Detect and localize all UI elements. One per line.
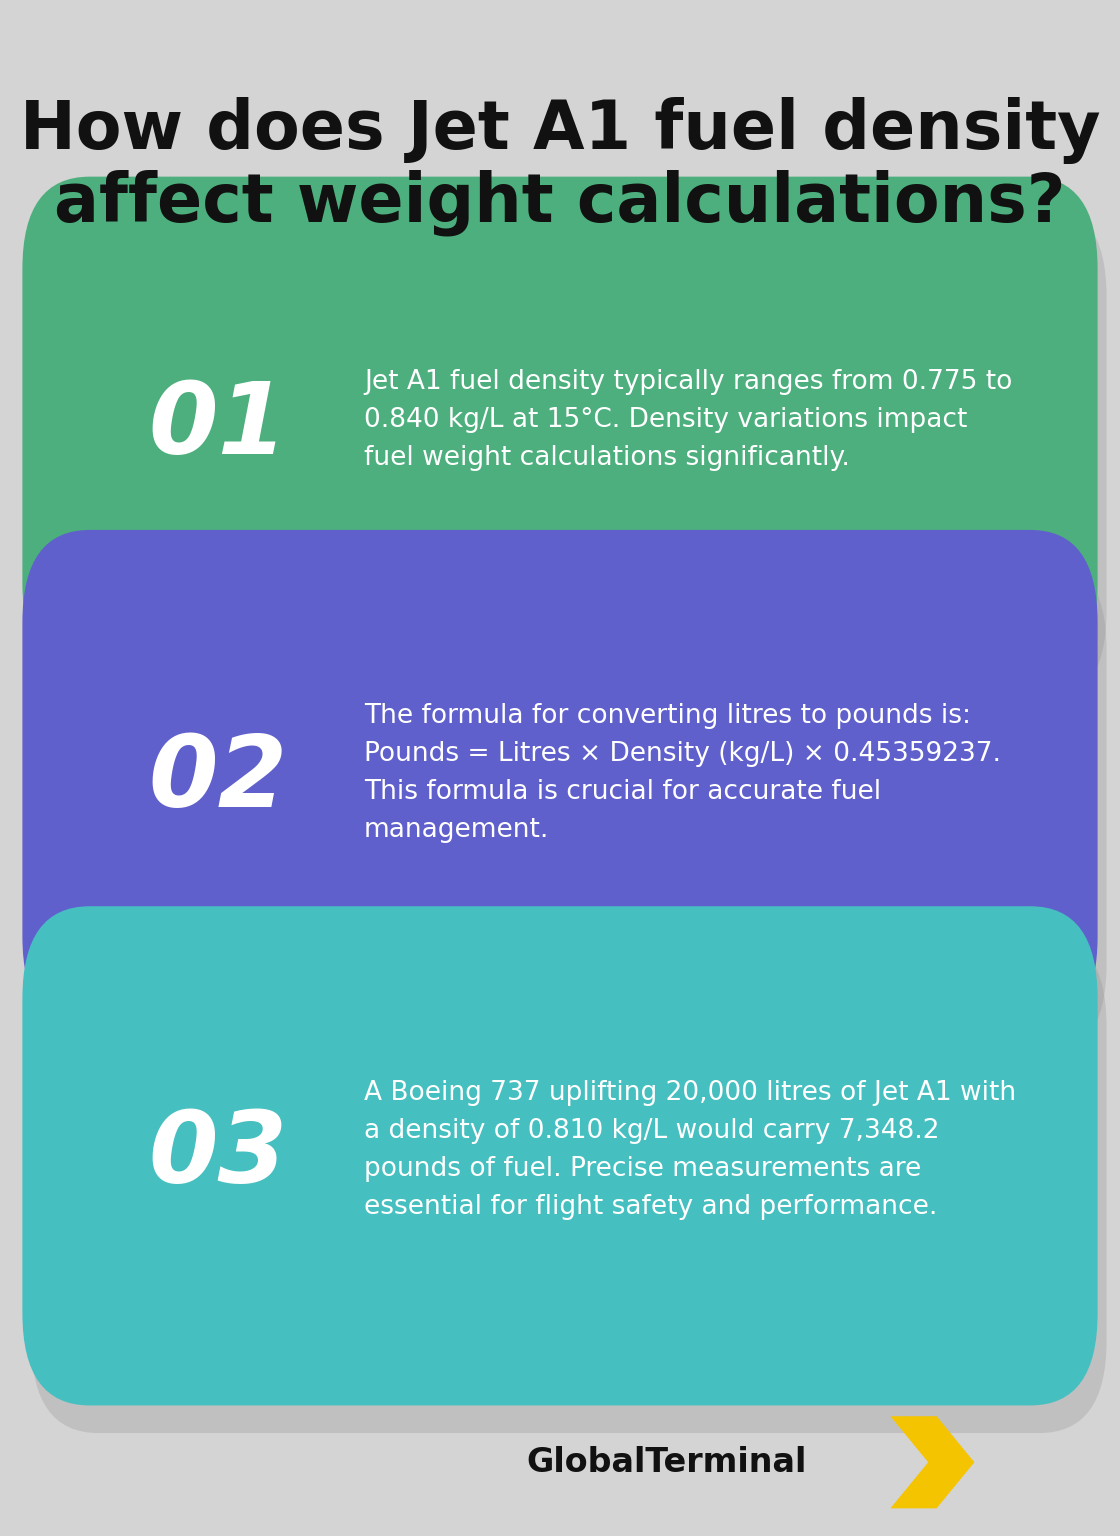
FancyBboxPatch shape — [31, 558, 1107, 1057]
FancyBboxPatch shape — [31, 204, 1107, 703]
Text: The formula for converting litres to pounds is:
Pounds = Litres × Density (kg/L): The formula for converting litres to pou… — [364, 703, 1001, 843]
Text: A Boeing 737 uplifting 20,000 litres of Jet A1 with
a density of 0.810 kg/L woul: A Boeing 737 uplifting 20,000 litres of … — [364, 1080, 1016, 1220]
FancyBboxPatch shape — [22, 530, 1098, 1029]
Text: 01: 01 — [149, 378, 288, 475]
FancyBboxPatch shape — [22, 906, 1098, 1405]
Text: 03: 03 — [149, 1107, 288, 1204]
Text: affect weight calculations?: affect weight calculations? — [54, 169, 1066, 237]
FancyBboxPatch shape — [31, 934, 1107, 1433]
Text: How does Jet A1 fuel density: How does Jet A1 fuel density — [20, 97, 1100, 164]
Text: 02: 02 — [149, 731, 288, 828]
Polygon shape — [890, 1416, 974, 1508]
Text: GlobalTerminal: GlobalTerminal — [526, 1445, 806, 1479]
FancyBboxPatch shape — [22, 177, 1098, 676]
Text: Jet A1 fuel density typically ranges from 0.775 to
0.840 kg/L at 15°C. Density v: Jet A1 fuel density typically ranges fro… — [364, 369, 1012, 472]
